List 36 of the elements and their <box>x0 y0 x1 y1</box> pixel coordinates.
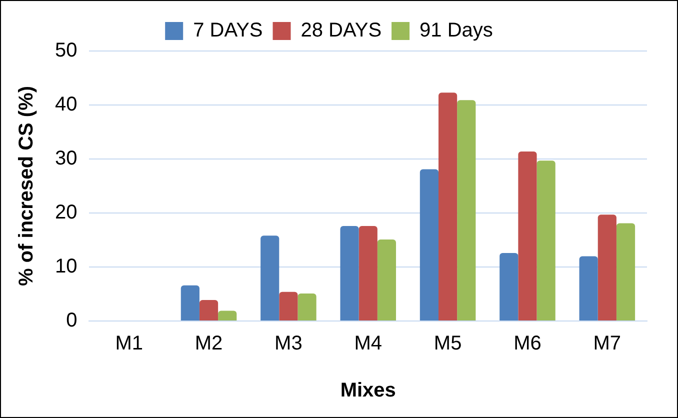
bar <box>180 285 200 320</box>
legend-label: 7 DAYS <box>193 20 263 42</box>
legend-label: 91 Days <box>420 20 493 42</box>
x-axis-title: Mixes <box>340 380 396 402</box>
bar <box>518 151 537 320</box>
legend-label: 28 DAYS <box>300 20 382 42</box>
y-tick-label: 10 <box>54 256 78 278</box>
bar <box>616 223 636 320</box>
x-tick-label: M4 <box>354 332 382 355</box>
bar <box>199 300 218 320</box>
x-tick-label: M2 <box>194 332 223 355</box>
bar <box>377 239 396 320</box>
y-tick-label: 50 <box>54 40 78 62</box>
y-tick-label: 30 <box>54 148 78 170</box>
y-tick-label: 0 <box>66 310 78 332</box>
x-tick-label: M3 <box>274 332 302 355</box>
bar <box>438 92 458 320</box>
bar <box>457 100 476 320</box>
bar <box>279 292 298 320</box>
x-tick-label: M1 <box>115 332 143 355</box>
bar <box>358 226 378 320</box>
bar <box>598 214 616 320</box>
x-tick-label: M6 <box>514 332 542 355</box>
bar <box>298 293 316 320</box>
bar <box>579 256 598 320</box>
bar <box>420 169 439 320</box>
y-axis-title: % of incresed CS (%) <box>16 86 38 286</box>
bar <box>500 252 518 320</box>
bar <box>218 310 237 320</box>
y-tick-label: 20 <box>54 202 78 224</box>
bar <box>340 226 359 320</box>
bar <box>260 236 280 320</box>
x-tick-label: M7 <box>593 332 622 355</box>
bar <box>536 160 556 320</box>
y-tick-label: 40 <box>54 94 78 116</box>
x-tick-label: M5 <box>434 332 462 355</box>
